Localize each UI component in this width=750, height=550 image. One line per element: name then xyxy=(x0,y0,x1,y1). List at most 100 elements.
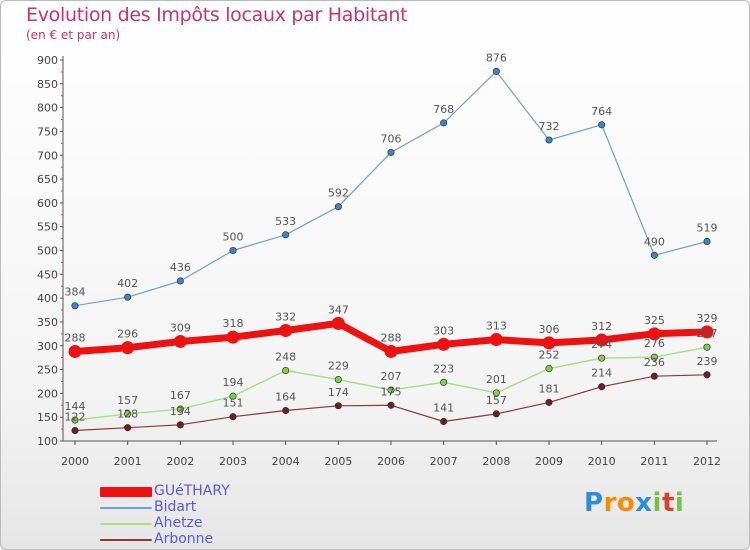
data-point xyxy=(440,119,448,127)
data-point xyxy=(71,426,79,435)
legend-item: Bidart xyxy=(100,499,320,516)
data-label: 229 xyxy=(328,360,349,373)
data-point xyxy=(124,410,132,418)
data-label: 347 xyxy=(328,303,349,316)
data-label: 706 xyxy=(381,132,402,145)
data-label: 134 xyxy=(170,405,191,418)
y-tick-label: 250 xyxy=(37,364,58,377)
x-tick-label: 2010 xyxy=(588,455,616,468)
chart-title: Evolution des Impôts locaux par Habitant xyxy=(26,4,408,26)
data-point xyxy=(595,333,609,347)
chart-legend: GUéTHARY Bidart Ahetze Arbonne xyxy=(100,483,320,548)
data-label: 402 xyxy=(117,277,138,290)
data-label: 519 xyxy=(697,221,718,234)
y-tick-label: 400 xyxy=(37,292,58,305)
data-label: 223 xyxy=(433,362,454,375)
y-tick-label: 850 xyxy=(37,78,58,91)
data-point xyxy=(598,383,606,391)
x-tick-label: 2008 xyxy=(482,455,510,468)
data-label: 194 xyxy=(223,376,244,389)
data-label: 384 xyxy=(65,286,86,299)
data-label: 312 xyxy=(591,320,612,333)
data-point xyxy=(334,203,342,211)
x-tick-label: 2006 xyxy=(377,455,405,468)
y-tick-label: 450 xyxy=(37,268,58,281)
data-point xyxy=(700,325,714,339)
data-label: 768 xyxy=(433,103,454,116)
y-tick-label: 550 xyxy=(37,221,58,234)
x-tick-label: 2001 xyxy=(114,455,142,468)
y-tick-label: 700 xyxy=(37,149,58,162)
data-point xyxy=(545,136,553,144)
data-point xyxy=(176,277,184,285)
legend-label: Arbonne xyxy=(154,531,214,547)
data-label: 174 xyxy=(328,386,349,399)
data-point xyxy=(598,121,606,129)
y-tick-label: 650 xyxy=(37,173,58,186)
data-label: 175 xyxy=(381,385,402,398)
data-label: 533 xyxy=(275,215,296,228)
x-tick-label: 2011 xyxy=(640,455,668,468)
data-point xyxy=(282,406,290,415)
data-point xyxy=(440,417,448,426)
data-label: 500 xyxy=(223,231,244,244)
x-tick-label: 2003 xyxy=(219,455,247,468)
data-point xyxy=(489,333,503,347)
data-label: 164 xyxy=(275,391,296,404)
y-tick-label: 100 xyxy=(37,435,58,448)
x-tick-label: 2000 xyxy=(61,455,89,468)
data-label: 181 xyxy=(539,382,560,395)
data-point xyxy=(387,148,395,156)
data-label: 276 xyxy=(644,337,665,350)
data-point xyxy=(703,343,711,351)
data-label: 732 xyxy=(539,120,560,133)
data-label: 252 xyxy=(539,349,560,362)
data-label: 214 xyxy=(591,367,612,380)
chart-subtitle: (en € et par an) xyxy=(26,28,121,42)
x-tick-label: 2009 xyxy=(535,455,563,468)
y-tick-label: 200 xyxy=(37,387,58,400)
legend-item: GUéTHARY xyxy=(100,483,320,500)
data-label: 325 xyxy=(644,314,665,327)
y-tick-label: 500 xyxy=(37,245,58,258)
data-point xyxy=(492,389,500,397)
data-label: 306 xyxy=(539,323,560,336)
data-label: 128 xyxy=(117,408,138,421)
y-tick-label: 350 xyxy=(37,316,58,329)
data-label: 297 xyxy=(697,327,718,340)
data-point xyxy=(124,293,132,301)
data-label: 764 xyxy=(591,105,612,118)
data-point xyxy=(545,398,553,406)
data-label: 592 xyxy=(328,187,349,200)
data-point xyxy=(492,67,500,75)
data-label: 296 xyxy=(117,328,138,341)
data-point xyxy=(387,386,395,394)
data-label: 122 xyxy=(65,411,86,424)
data-label: 876 xyxy=(486,51,507,64)
legend-item: Ahetze xyxy=(100,515,320,532)
data-label: 201 xyxy=(486,373,507,386)
data-label: 329 xyxy=(697,312,718,325)
x-tick-label: 2012 xyxy=(693,455,721,468)
data-point xyxy=(492,410,500,418)
data-label: 332 xyxy=(275,311,296,324)
data-label: 490 xyxy=(644,235,665,248)
data-label: 141 xyxy=(433,401,454,414)
data-label: 309 xyxy=(170,321,191,334)
data-point xyxy=(598,354,606,362)
data-label: 144 xyxy=(65,400,86,413)
data-label: 236 xyxy=(644,356,665,369)
data-label: 151 xyxy=(223,397,244,410)
data-point xyxy=(334,376,342,384)
legend-item: Arbonne xyxy=(100,531,320,548)
data-label: 157 xyxy=(117,394,138,407)
data-point xyxy=(384,344,398,358)
data-label: 274 xyxy=(591,338,612,351)
legend-swatch xyxy=(100,523,152,525)
y-tick-label: 750 xyxy=(37,125,58,138)
data-label: 157 xyxy=(486,394,507,407)
data-point xyxy=(334,402,342,410)
data-point xyxy=(282,366,290,375)
